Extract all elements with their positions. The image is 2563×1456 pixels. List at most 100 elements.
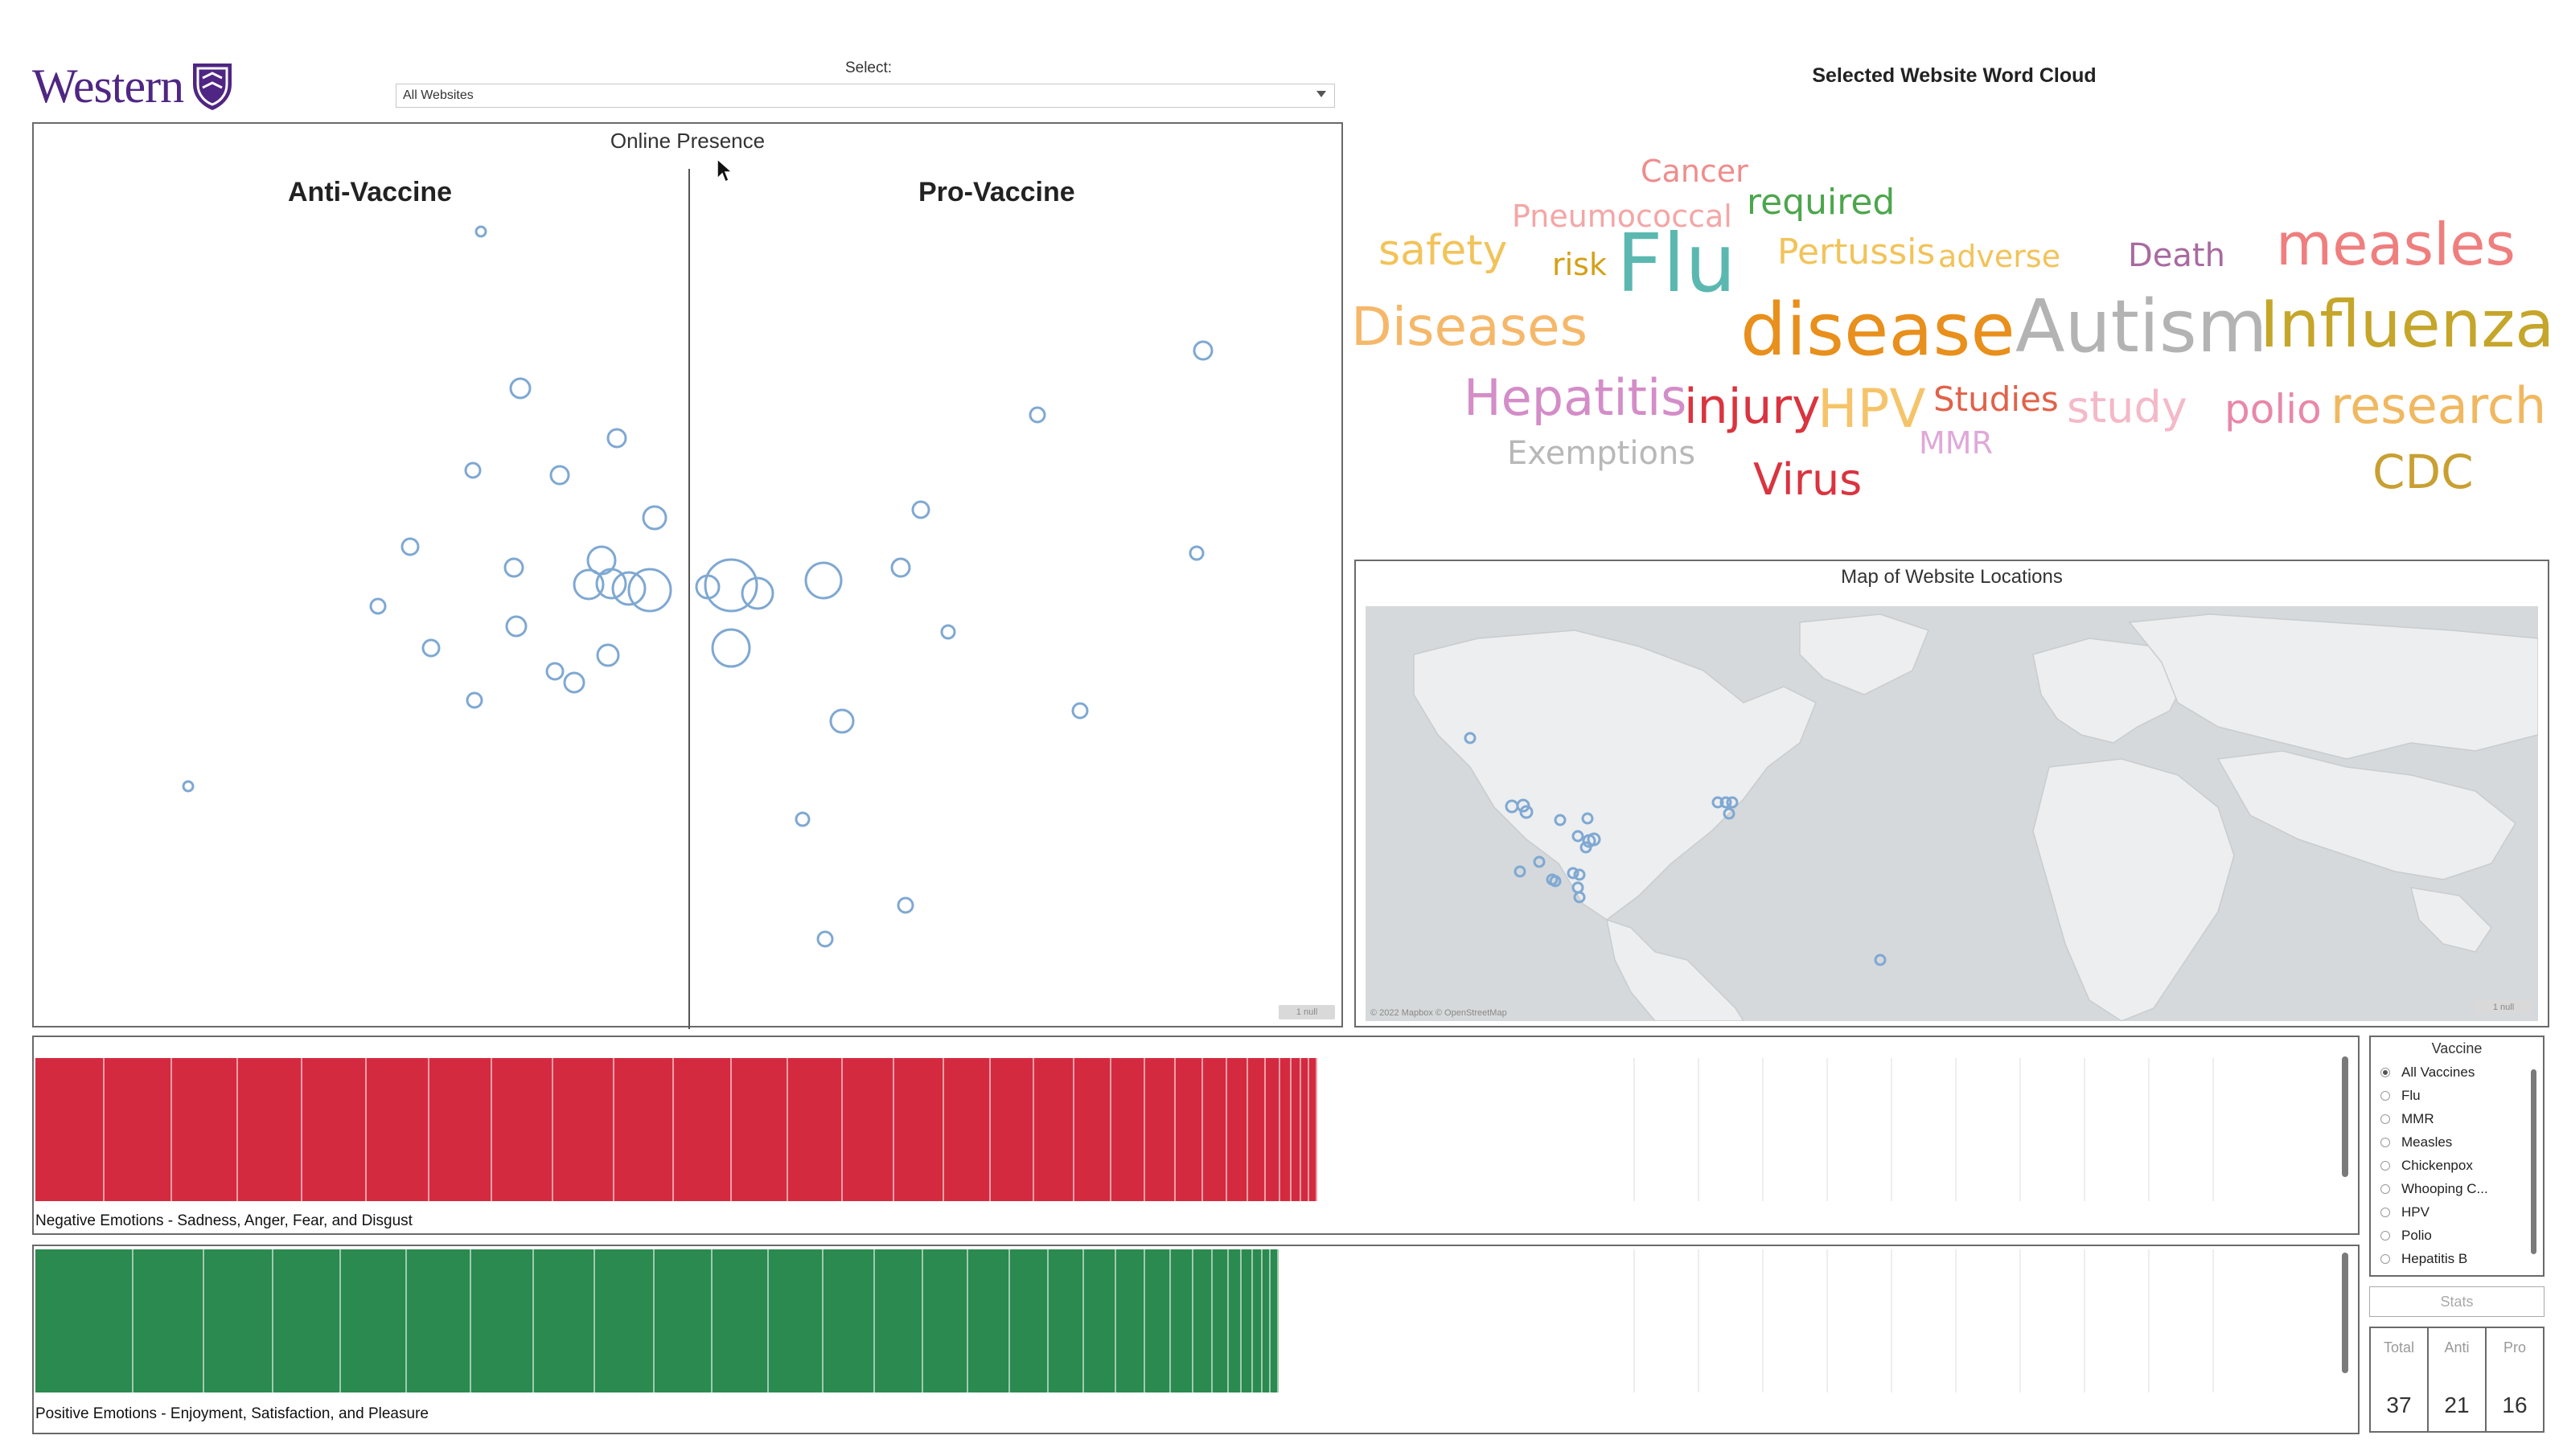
vaccine-option-measles[interactable]: Measles bbox=[2380, 1134, 2452, 1150]
world-map[interactable]: © 2022 Mapbox © OpenStreetMap 1 null bbox=[1366, 606, 2538, 1021]
emotion-segment[interactable] bbox=[1116, 1249, 1145, 1392]
location-marker bbox=[1464, 732, 1477, 744]
emotion-segment[interactable] bbox=[1049, 1249, 1084, 1392]
vaccine-option-polio[interactable]: Polio bbox=[2380, 1228, 2432, 1244]
emotion-segment[interactable] bbox=[553, 1058, 614, 1201]
emotion-segment[interactable] bbox=[1193, 1249, 1213, 1392]
vaccine-option-flu[interactable]: Flu bbox=[2380, 1088, 2421, 1104]
vaccine-option-all[interactable]: All Vaccines bbox=[2380, 1064, 2475, 1081]
emotion-segment[interactable] bbox=[1145, 1249, 1171, 1392]
word-disease: disease bbox=[1740, 288, 2015, 372]
emotion-segment[interactable] bbox=[944, 1058, 991, 1201]
emotion-segment[interactable] bbox=[674, 1058, 732, 1201]
emotion-segment[interactable] bbox=[1145, 1058, 1176, 1201]
emotion-segment[interactable] bbox=[1263, 1249, 1271, 1392]
emotion-segment[interactable] bbox=[1111, 1058, 1145, 1201]
vaccine-scrollbar[interactable] bbox=[2531, 1069, 2536, 1254]
emotion-segment[interactable] bbox=[35, 1249, 133, 1392]
emotion-segment[interactable] bbox=[923, 1249, 968, 1392]
website-select[interactable]: All Websites bbox=[396, 84, 1335, 108]
emotion-segment[interactable] bbox=[595, 1249, 655, 1392]
emotion-segment[interactable] bbox=[824, 1249, 875, 1392]
emotion-segment[interactable] bbox=[1271, 1249, 1279, 1392]
emotion-segment[interactable] bbox=[105, 1058, 172, 1201]
word-cloud-title: Selected Website Word Cloud bbox=[1812, 64, 2097, 87]
radio-icon[interactable] bbox=[2380, 1161, 2390, 1171]
scatter-hint[interactable]: 1 null bbox=[1279, 1005, 1335, 1019]
emotion-segment[interactable] bbox=[1074, 1058, 1111, 1201]
emotion-segment[interactable] bbox=[1280, 1058, 1292, 1201]
emotion-segment[interactable] bbox=[614, 1058, 674, 1201]
vaccine-option-hepatitis-b[interactable]: Hepatitis B bbox=[2380, 1251, 2467, 1267]
emotion-segment[interactable] bbox=[492, 1058, 553, 1201]
stats-table: Total 37 Anti 21 Pro 16 bbox=[2369, 1327, 2545, 1433]
emotion-segment[interactable] bbox=[302, 1058, 367, 1201]
website-bubble bbox=[1029, 406, 1046, 424]
emotion-segment[interactable] bbox=[968, 1249, 1010, 1392]
negative-scrollbar[interactable] bbox=[2342, 1056, 2348, 1177]
emotion-segment[interactable] bbox=[1213, 1249, 1229, 1392]
emotion-segment[interactable] bbox=[894, 1058, 944, 1201]
emotion-segment[interactable] bbox=[1229, 1249, 1242, 1392]
emotion-segment[interactable] bbox=[1292, 1058, 1301, 1201]
emotion-segment[interactable] bbox=[1309, 1058, 1317, 1201]
emotion-segment[interactable] bbox=[1266, 1058, 1280, 1201]
website-bubble bbox=[627, 568, 672, 613]
emotion-segment[interactable] bbox=[1203, 1058, 1227, 1201]
location-marker bbox=[1549, 875, 1562, 888]
radio-icon[interactable] bbox=[2380, 1114, 2390, 1124]
vaccine-option-whooping-cough[interactable]: Whooping C... bbox=[2380, 1181, 2488, 1197]
emotion-segment[interactable] bbox=[732, 1058, 788, 1201]
emotion-segment[interactable] bbox=[471, 1249, 534, 1392]
website-bubbles[interactable] bbox=[34, 124, 1341, 1026]
radio-icon[interactable] bbox=[2380, 1138, 2390, 1147]
emotion-segment[interactable] bbox=[429, 1058, 492, 1201]
website-bubble bbox=[1189, 545, 1205, 561]
emotion-segment[interactable] bbox=[341, 1249, 407, 1392]
emotion-segment[interactable] bbox=[534, 1249, 595, 1392]
emotion-segment[interactable] bbox=[1171, 1249, 1193, 1392]
emotion-segment[interactable] bbox=[655, 1249, 713, 1392]
emotion-segment[interactable] bbox=[35, 1058, 105, 1201]
emotion-segment[interactable] bbox=[1301, 1058, 1309, 1201]
website-bubble bbox=[911, 500, 930, 519]
stats-button[interactable]: Stats bbox=[2369, 1286, 2545, 1317]
emotion-segment[interactable] bbox=[204, 1249, 273, 1392]
radio-icon[interactable] bbox=[2380, 1254, 2390, 1264]
emotion-segment[interactable] bbox=[367, 1058, 429, 1201]
map-title: Map of Website Locations bbox=[1841, 566, 2063, 588]
emotion-segment[interactable] bbox=[1034, 1058, 1074, 1201]
emotion-segment[interactable] bbox=[1084, 1249, 1116, 1392]
chevron-down-icon[interactable] bbox=[1316, 91, 1326, 97]
emotion-segment[interactable] bbox=[875, 1249, 923, 1392]
emotion-segment[interactable] bbox=[769, 1249, 824, 1392]
vaccine-option-chickenpox[interactable]: Chickenpox bbox=[2380, 1158, 2473, 1174]
radio-icon[interactable] bbox=[2380, 1231, 2390, 1241]
emotion-segment[interactable] bbox=[407, 1249, 471, 1392]
emotion-segment[interactable] bbox=[788, 1058, 843, 1201]
radio-icon[interactable] bbox=[2380, 1091, 2390, 1101]
emotion-segment[interactable] bbox=[713, 1249, 769, 1392]
vaccine-option-mmr[interactable]: MMR bbox=[2380, 1111, 2434, 1127]
positive-scrollbar[interactable] bbox=[2342, 1253, 2348, 1373]
map-credit[interactable]: © 2022 Mapbox © OpenStreetMap bbox=[1370, 1008, 1507, 1018]
website-bubble bbox=[596, 643, 620, 667]
emotion-segment[interactable] bbox=[1227, 1058, 1248, 1201]
emotion-segment[interactable] bbox=[133, 1249, 204, 1392]
emotion-segment[interactable] bbox=[1253, 1249, 1263, 1392]
emotion-segment[interactable] bbox=[1248, 1058, 1266, 1201]
map-hint[interactable]: 1 null bbox=[2475, 1000, 2532, 1015]
emotion-segment[interactable] bbox=[238, 1058, 302, 1201]
emotion-segment[interactable] bbox=[273, 1249, 341, 1392]
radio-icon[interactable] bbox=[2380, 1184, 2390, 1194]
emotion-segment[interactable] bbox=[1242, 1249, 1253, 1392]
emotion-segment[interactable] bbox=[991, 1058, 1034, 1201]
radio-selected-icon[interactable] bbox=[2380, 1068, 2390, 1077]
emotion-segment[interactable] bbox=[172, 1058, 238, 1201]
emotion-segment[interactable] bbox=[1176, 1058, 1203, 1201]
word-risk: risk bbox=[1552, 247, 1607, 282]
emotion-segment[interactable] bbox=[1010, 1249, 1049, 1392]
emotion-segment[interactable] bbox=[843, 1058, 894, 1201]
vaccine-option-hpv[interactable]: HPV bbox=[2380, 1204, 2430, 1220]
radio-icon[interactable] bbox=[2380, 1208, 2390, 1217]
